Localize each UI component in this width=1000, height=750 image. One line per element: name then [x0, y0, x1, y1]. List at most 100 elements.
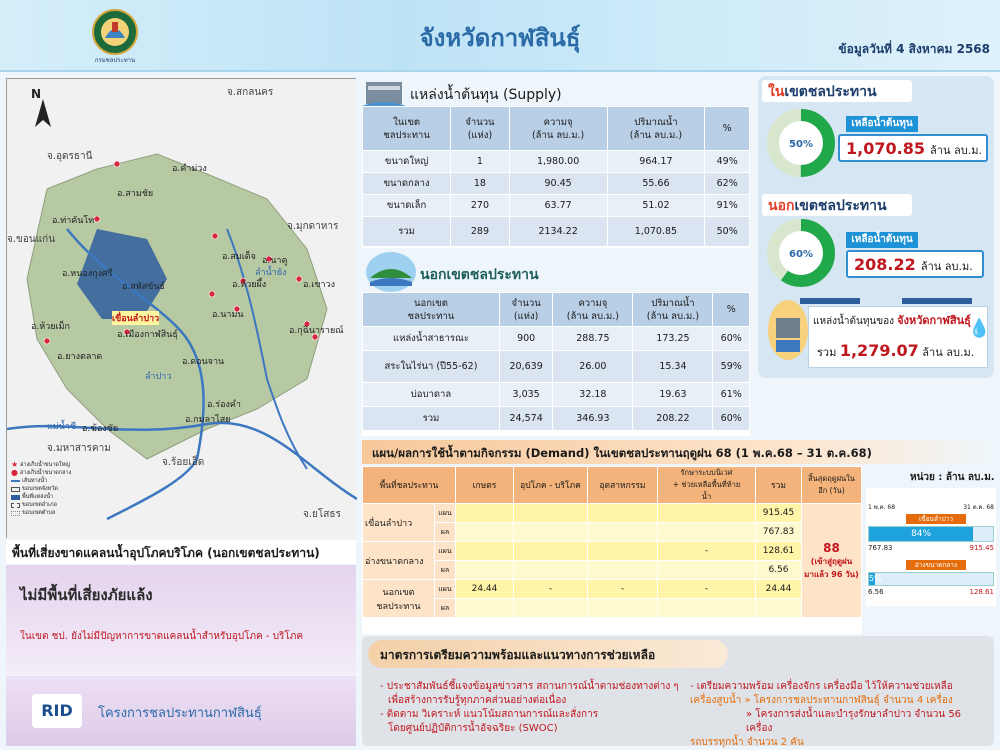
star-icon: ★ [11, 460, 19, 469]
supply-table-wrap: ในเขต ชลประทาน จำนวน (แห่ง) ความจุ (ล้าน… [361, 106, 750, 248]
map-label: อ.ดอนจาน [182, 357, 225, 367]
table-row-total: รวม 24,574 346.93 208.22 60% [362, 406, 750, 431]
out-remain-label: เหลือน้ำต้นทุน [846, 232, 918, 248]
days-remaining: 88 (เข้าสู่ฤดูฝน มาแล้ว 96 วัน) [801, 503, 862, 618]
river-label: แม่น้ำชี [47, 422, 77, 432]
total-bar-deco [800, 298, 860, 304]
map-label: จ.ร้อยเอ็ด [162, 457, 205, 468]
dam-gate-icon [768, 300, 808, 360]
bar2-track: 5% [868, 572, 994, 586]
landscape-icon [366, 252, 416, 292]
demand-table: พื้นที่ชลประทาน เกษตร อุปโภค - บริโภค อุ… [362, 466, 862, 618]
map-label: อ.ยางตลาด [57, 352, 103, 362]
data-date: ข้อมูลวันที่ 4 สิงหาคม 2568 [838, 42, 990, 56]
out-zone-title: นอกเขตชลประทาน [762, 194, 912, 216]
map-label: อ.สหัสขันธ์ [122, 282, 165, 292]
measures-right: - เตรียมความพร้อม เครื่องจักร เครื่องมือ… [690, 681, 962, 748]
in-zone-donut-fill [767, 109, 835, 177]
demand-row: ผล [363, 598, 862, 618]
rid-seal-logo: กรมชลประทาน [90, 8, 140, 64]
dot-icon: ● [11, 468, 18, 477]
table-row: บ่อบาดาล 3,035 32.18 19.63 61% [362, 382, 750, 407]
measures-left: - ประชาสัมพันธ์ชี้แจงข้อมูลข่าวสาร สถานก… [380, 681, 679, 734]
table-row: สระในไร่นา (ปี55-62) 20,639 26.00 15.34 59% [362, 350, 750, 383]
in-remain-box: 1,070.85 ล้าน ลบ.ม. [838, 134, 988, 162]
period-start: 1 พ.ค. 68 [868, 504, 896, 511]
supply-title: แหล่งน้ำต้นทุน (Supply) [410, 87, 562, 103]
river-label: ลำน้ำยัง [255, 268, 287, 278]
map-legend: ★ อ่างเก็บน้ำขนาดใหญ่ ● อ่างเก็บน้ำขนาดกลา… [11, 460, 72, 516]
dam-label: เขื่อนลำปาว [112, 311, 160, 325]
in-zone-title: ในเขตชลประทาน [762, 80, 912, 102]
org-name: โครงการชลประทานกาฬสินธุ์ [98, 706, 262, 721]
map-label: อ.คำม่วง [172, 164, 207, 174]
rid-logo: RID [32, 694, 82, 728]
map-label: จ.ยโสธร [303, 509, 341, 520]
risk-note: ในเขต ชป. ยังไม่มีปัญหาการขาดแคลนน้ำสำหร… [20, 631, 304, 642]
demand-row: เขื่อนลำปาว แผน 915.45 88 (เข้าสู่ฤดูฝน มาแ… [362, 503, 862, 618]
bar2-used: 6.56 [868, 588, 884, 596]
map-label: จ.อุดรธานี [47, 151, 93, 162]
bar1-track: 84% [868, 526, 994, 542]
risk-panel: ไม่มีพื้นที่เสี่ยงภัยแล้ง ในเขต ชป. ยังไ… [6, 565, 356, 675]
map-label: อ.สมเด็จ [222, 252, 256, 262]
demand-title-bar: แผน/ผลการใช้น้ำตามกิจกรรม (Demand) ในเขต… [362, 440, 994, 464]
table-row: ขนาดใหญ่ 1 1,980.00 964.17 49% [361, 150, 750, 173]
svg-text:60%: 60% [789, 249, 813, 260]
map-label: อ.สามชัย [117, 189, 154, 199]
demand-row: อ่างขนาดกลาง แผน -128.61 [362, 541, 862, 580]
table-row: ขนาดกลาง 18 90.45 55.66 62% [361, 172, 750, 195]
map-label: อ.เมืองกาฬสินธุ์ [117, 330, 178, 340]
risk-title-bar: พื้นที่เสี่ยงขาดแคลนน้ำอุปโภคบริโภค (นอก… [6, 540, 356, 564]
risk-title: พื้นที่เสี่ยงขาดแคลนน้ำอุปโภคบริโภค (นอก… [12, 546, 320, 560]
demand-row: นอกเขต ชลประทาน แผน 24.44- - -24.44 [362, 579, 862, 618]
bar1-fill: 84% [869, 527, 974, 541]
out-remain-box: 208.22 ล้าน ลบ.ม. [846, 250, 984, 278]
total-bar-deco [902, 298, 972, 304]
map-label: อ.ฆ้องชัย [82, 424, 119, 434]
svg-text:50%: 50% [789, 139, 813, 150]
map-label: จ.มุกดาหาร [287, 221, 339, 232]
demand-row: ผล 767.83 [363, 522, 862, 542]
demand-row: ผล 6.56 [363, 560, 862, 580]
out-zone-donut: 60% [764, 216, 838, 290]
province-map[interactable]: N จ.สกลนคร จ.อุดรธานี อ.คำม่วง อ.ท่าคันโ… [6, 78, 357, 539]
map-label: อ.กุฉินารายณ์ [289, 326, 344, 336]
map-label: อ.ห้วยเม็ก [31, 322, 70, 332]
period-end: 31 ต.ค. 68 [963, 504, 994, 511]
map-label: อ.ห้วยผึ้ง [232, 280, 267, 290]
supply-table: ในเขต ชลประทาน จำนวน (แห่ง) ความจุ (ล้าน… [361, 106, 750, 247]
table-row: แหล่งน้ำสาธารณะ 900 288.75 173.25 60% [362, 326, 750, 351]
unit-note: หน่วย : ล้าน ลบ.ม. [910, 472, 995, 483]
outside-table: นอกเขต ชลประทาน จำนวน (แห่ง) ความจุ (ล้า… [362, 292, 750, 431]
out-zone-donut-fill [767, 219, 835, 287]
water-drop-icon: 💧 [968, 318, 991, 339]
map-label: จ.มหาสารคาม [47, 443, 111, 454]
demand-table-wrap: พื้นที่ชลประทาน เกษตร อุปโภค - บริโภค อุ… [362, 466, 862, 634]
logo-caption: กรมชลประทาน [94, 57, 136, 64]
measures-title: มาตรการเตรียมความพร้อมและแนวทางการช่วยเห… [368, 640, 728, 668]
progress-panel: 1 พ.ค. 68 31 ต.ค. 68 เขื่อนลำปาว 84% 767… [866, 488, 996, 606]
map-label: จ.สกลนคร [227, 87, 274, 98]
bar2-label: อ่างขนาดกลาง [906, 560, 966, 570]
footer-panel: RID โครงการชลประทานกาฬสินธุ์ [6, 676, 356, 746]
page-title: จังหวัดกาฬสินธุ์ [419, 24, 581, 52]
map-label: อ.กมลาไสย [185, 415, 231, 425]
bar1-label: เขื่อนลำปาว [906, 514, 966, 524]
north-arrow-label: N [31, 87, 42, 101]
map-label: อ.นามน [212, 310, 244, 320]
outside-title: นอกเขตชลประทาน [420, 267, 539, 283]
map-label: อ.นาคู [262, 256, 288, 266]
map-label: อ.ท่าคันโท [52, 216, 95, 226]
map-label: อ.หนองกุงศรี [62, 269, 113, 279]
map-graphic [7, 79, 357, 539]
demand-title: แผน/ผลการใช้น้ำตามกิจกรรม (Demand) ในเขต… [372, 446, 872, 460]
in-zone-donut: 50% [764, 106, 838, 180]
header-banner [0, 0, 1000, 72]
map-label: อ.ร่องคำ [207, 400, 241, 410]
map-label: อ.เขาวง [303, 280, 335, 290]
map-label: จ.ขอนแก่น [7, 234, 56, 245]
bar1-plan: 915.45 [969, 544, 995, 552]
bar1-used: 767.83 [868, 544, 893, 552]
table-row-total: รวม 289 2134.22 1,070.85 50% [361, 216, 750, 247]
